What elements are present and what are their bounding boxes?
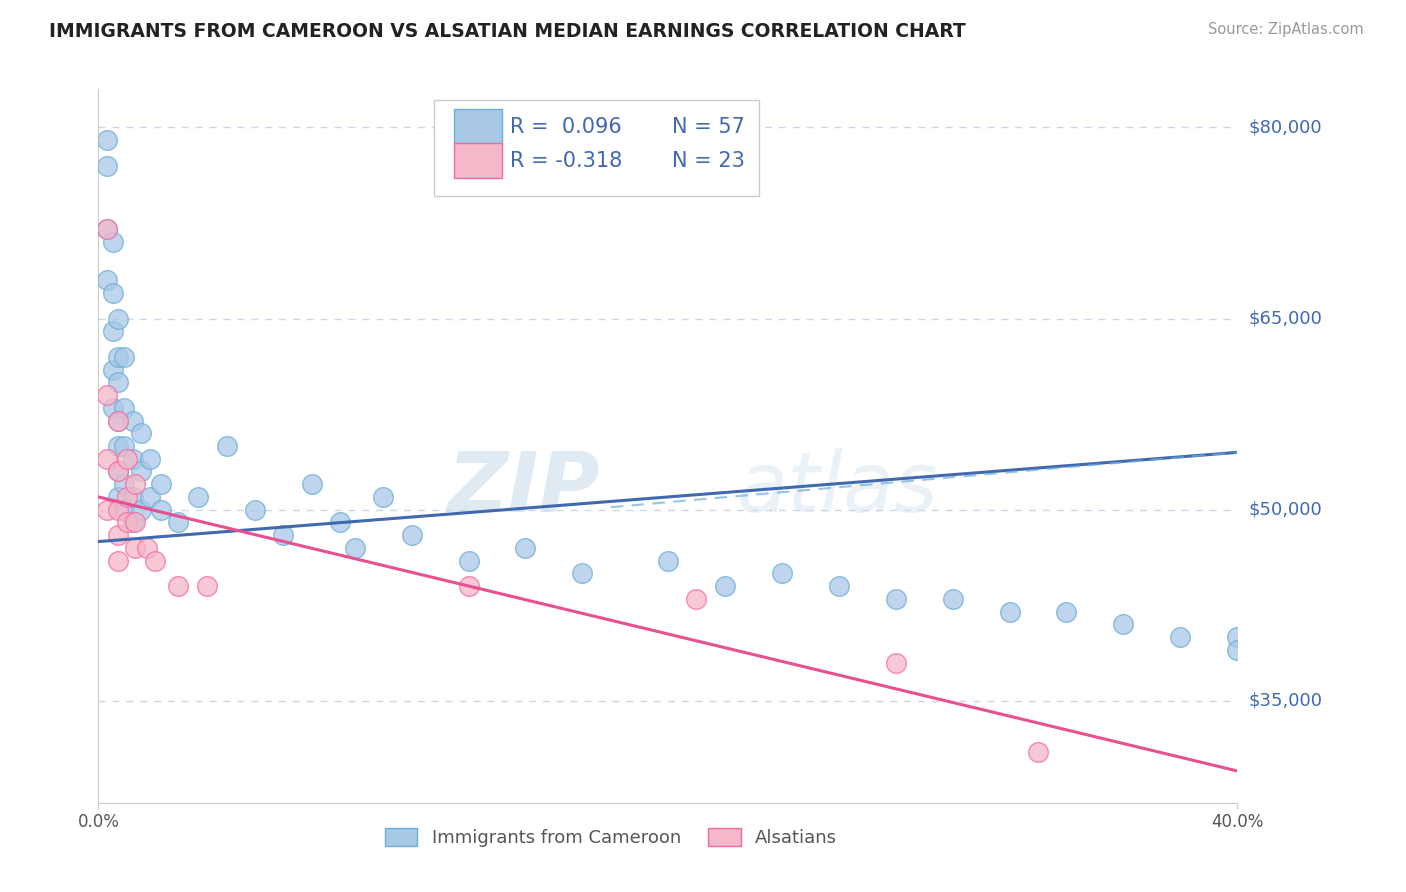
Point — [145, 554, 167, 568]
Point — [884, 656, 907, 670]
Point — [112, 477, 135, 491]
Point — [96, 273, 118, 287]
Point — [1226, 630, 1249, 644]
Point — [101, 401, 124, 415]
Point — [112, 502, 135, 516]
Legend: Immigrants from Cameroon, Alsatians: Immigrants from Cameroon, Alsatians — [378, 821, 844, 855]
Point — [1026, 745, 1049, 759]
Point — [138, 490, 160, 504]
Point — [107, 413, 129, 427]
Point — [1056, 605, 1078, 619]
Point — [373, 490, 395, 504]
Point — [107, 528, 129, 542]
Text: $35,000: $35,000 — [1249, 692, 1323, 710]
Point — [195, 579, 218, 593]
Point — [107, 439, 129, 453]
Text: Source: ZipAtlas.com: Source: ZipAtlas.com — [1208, 22, 1364, 37]
Point — [115, 451, 138, 466]
Point — [107, 465, 129, 479]
Point — [942, 591, 965, 606]
Point — [215, 439, 238, 453]
Point — [685, 591, 707, 606]
FancyBboxPatch shape — [434, 100, 759, 196]
Point — [112, 439, 135, 453]
Point — [121, 490, 143, 504]
Point — [828, 579, 851, 593]
Point — [167, 516, 190, 530]
Point — [112, 350, 135, 364]
Point — [343, 541, 366, 555]
Point — [657, 554, 679, 568]
Text: $50,000: $50,000 — [1249, 500, 1323, 519]
Point — [112, 401, 135, 415]
Point — [101, 286, 124, 301]
Text: IMMIGRANTS FROM CAMEROON VS ALSATIAN MEDIAN EARNINGS CORRELATION CHART: IMMIGRANTS FROM CAMEROON VS ALSATIAN MED… — [49, 22, 966, 41]
Point — [101, 324, 124, 338]
Point — [107, 376, 129, 390]
Point — [101, 235, 124, 249]
FancyBboxPatch shape — [454, 143, 502, 178]
Point — [515, 541, 537, 555]
Point — [124, 477, 146, 491]
Text: N = 23: N = 23 — [672, 151, 745, 170]
Point — [770, 566, 793, 581]
Point — [96, 502, 118, 516]
Point — [1112, 617, 1135, 632]
Point — [96, 159, 118, 173]
Point — [129, 502, 152, 516]
Point — [115, 490, 138, 504]
Point — [457, 579, 479, 593]
Point — [124, 516, 146, 530]
Point — [107, 554, 129, 568]
Point — [167, 579, 190, 593]
Point — [273, 528, 295, 542]
Point — [457, 554, 479, 568]
Point — [124, 541, 146, 555]
Point — [121, 516, 143, 530]
Point — [135, 541, 157, 555]
Point — [107, 465, 129, 479]
Text: R = -0.318: R = -0.318 — [509, 151, 621, 170]
Point — [129, 426, 152, 441]
Point — [96, 388, 118, 402]
Point — [121, 413, 143, 427]
Text: $80,000: $80,000 — [1249, 119, 1322, 136]
Point — [107, 413, 129, 427]
Point — [107, 490, 129, 504]
Point — [107, 350, 129, 364]
Point — [107, 502, 129, 516]
Point — [96, 451, 118, 466]
Point — [998, 605, 1021, 619]
Text: ZIP: ZIP — [447, 449, 599, 529]
Point — [150, 477, 173, 491]
Point — [243, 502, 266, 516]
Text: $65,000: $65,000 — [1249, 310, 1323, 327]
FancyBboxPatch shape — [454, 109, 502, 145]
Point — [96, 222, 118, 236]
Point — [138, 451, 160, 466]
Point — [301, 477, 323, 491]
Point — [401, 528, 423, 542]
Point — [150, 502, 173, 516]
Point — [121, 451, 143, 466]
Point — [101, 362, 124, 376]
Point — [714, 579, 737, 593]
Text: atlas: atlas — [737, 449, 938, 529]
Point — [329, 516, 352, 530]
Text: R =  0.096: R = 0.096 — [509, 117, 621, 137]
Point — [571, 566, 593, 581]
Point — [115, 516, 138, 530]
Text: N = 57: N = 57 — [672, 117, 745, 137]
Point — [107, 311, 129, 326]
Point — [96, 133, 118, 147]
Point — [96, 222, 118, 236]
Point — [884, 591, 907, 606]
Point — [129, 465, 152, 479]
Point — [187, 490, 209, 504]
Point — [1170, 630, 1192, 644]
Point — [1226, 643, 1249, 657]
